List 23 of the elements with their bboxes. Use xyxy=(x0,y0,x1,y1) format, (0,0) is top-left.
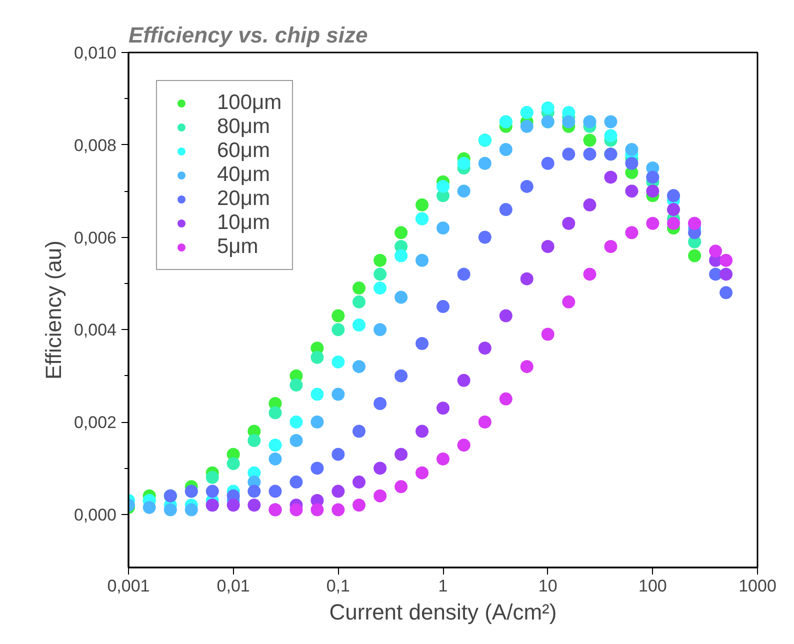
y-tick-label: 0,008 xyxy=(74,136,117,155)
x-tick-label: 100 xyxy=(638,576,667,596)
legend-label: 20μm xyxy=(217,187,270,211)
legend-label: 10μm xyxy=(217,211,270,235)
x-axis-title: Current density (A/cm²) xyxy=(329,600,557,624)
y-tick-label: 0,002 xyxy=(74,413,117,432)
x-tick-label: 0,1 xyxy=(326,576,350,596)
legend-label: 80μm xyxy=(217,115,270,139)
chart-title: Efficiency vs. chip size xyxy=(128,22,368,48)
legend-label: 40μm xyxy=(217,163,270,187)
y-tick-label: 0,000 xyxy=(74,505,117,524)
y-tick-label: 0,004 xyxy=(74,320,117,340)
legend-label: 100μm xyxy=(217,91,282,115)
x-tick-label: 10 xyxy=(538,576,558,596)
y-axis-title: Efficiency (au) xyxy=(40,240,66,380)
y-tick-label: 0,006 xyxy=(74,228,117,248)
x-tick-label: 0,01 xyxy=(216,576,250,596)
x-tick-label: 1 xyxy=(438,576,448,596)
legend-label: 5μm xyxy=(217,235,258,259)
legend-label: 60μm xyxy=(217,139,270,163)
y-tick-label: 0,010 xyxy=(74,44,117,62)
x-tick-label: 1000 xyxy=(738,576,776,596)
x-tick-label: 0,001 xyxy=(107,576,150,596)
